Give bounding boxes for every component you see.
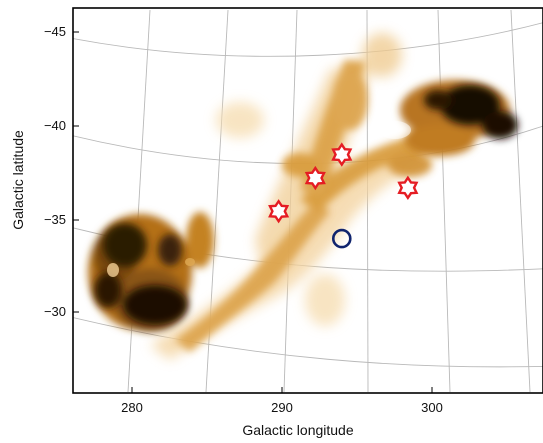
longitude-grid-line (510, 9, 531, 393)
x-tick-label: 300 (421, 400, 443, 415)
x-tick-label: 280 (121, 400, 143, 415)
gas-emission (88, 33, 518, 360)
plot-frame (72, 7, 543, 394)
star-marker (304, 165, 326, 191)
markers (268, 142, 419, 249)
y-tick-label: −35 (44, 212, 66, 227)
longitude-grid-line (437, 9, 451, 393)
y-tick-label: −45 (44, 24, 66, 39)
x-tick-label: 290 (271, 400, 293, 415)
latitude-grid-line (73, 317, 543, 368)
y-tick-label: −30 (44, 304, 66, 319)
x-axis-label: Galactic longitude (242, 422, 354, 438)
y-tick-label: −40 (44, 118, 66, 133)
latitude-grid-line (73, 22, 543, 57)
circle-marker (331, 228, 352, 249)
star-marker (397, 175, 419, 200)
star-marker (268, 199, 290, 224)
x-axis: 280 290 300 (121, 387, 443, 415)
y-axis: −45 −40 −35 −30 (44, 24, 79, 319)
y-axis-label: Galactic latitude (10, 130, 26, 230)
star-marker (331, 142, 353, 167)
